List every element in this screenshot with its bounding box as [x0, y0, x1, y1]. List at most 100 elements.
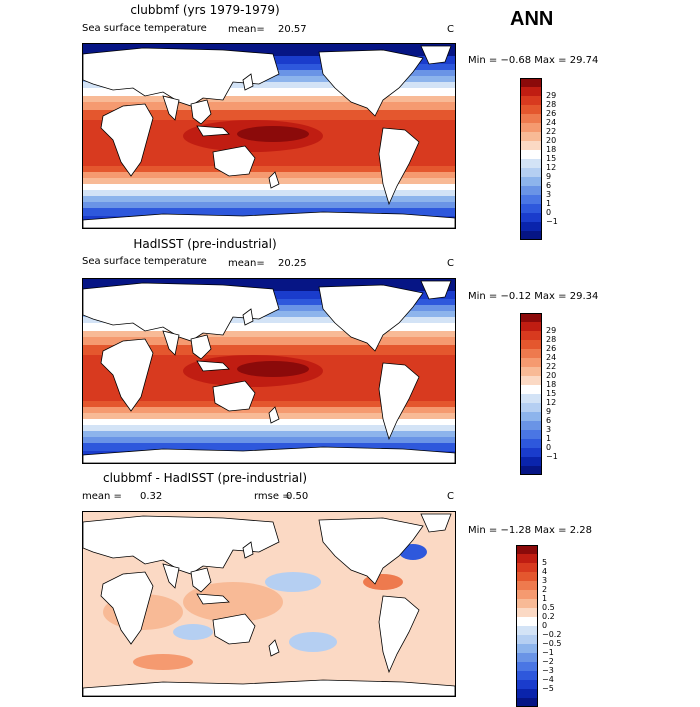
panel-1-colorbar: 29 28 26 24 22 20 18 15 12 9 6 3 1 0 −1: [520, 78, 558, 240]
continent-australia: [212, 145, 256, 177]
colorbar-swatch: [520, 331, 542, 340]
season-label: ANN: [510, 8, 554, 30]
colorbar-label: −0.5: [542, 639, 562, 648]
colorbar-label: 3: [546, 425, 552, 434]
panel-1-title: clubbmf (yrs 1979-1979): [130, 3, 280, 17]
continent-nz: [268, 171, 280, 189]
colorbar-label: −1: [542, 648, 554, 657]
continent-japan: [242, 541, 254, 559]
colorbar-swatch: [520, 132, 542, 141]
colorbar-swatch: [520, 376, 542, 385]
colorbar-swatch: [520, 159, 542, 168]
continent-greenland: [420, 45, 452, 65]
panel-1-mean-label: mean=: [228, 24, 265, 35]
panel-1-mean-value: 20.57: [278, 24, 307, 35]
colorbar-swatch: [520, 439, 542, 448]
panel-3-mean-value: 0.32: [140, 491, 163, 502]
sst-band: [83, 110, 455, 120]
panel-1-land: [83, 45, 455, 228]
colorbar-swatch: [520, 231, 542, 240]
panel-3-mean-label: mean =: [82, 491, 122, 502]
colorbar-label: 15: [546, 389, 557, 398]
sst-band: [83, 102, 455, 110]
colorbar-swatch: [520, 313, 542, 322]
colorbar-label: −1: [546, 452, 558, 461]
continent-antarctica: [83, 211, 455, 228]
colorbar-swatch: [520, 195, 542, 204]
colorbar-label: 3: [542, 576, 548, 585]
diff-anomaly: [265, 572, 321, 592]
colorbar-swatch: [516, 644, 538, 653]
colorbar-label: 12: [546, 163, 557, 172]
colorbar-swatch: [516, 653, 538, 662]
colorbar-swatch: [520, 412, 542, 421]
sst-band: [83, 437, 455, 443]
colorbar-swatch: [520, 421, 542, 430]
colorbar-label: 26: [546, 109, 557, 118]
colorbar-swatch: [516, 572, 538, 581]
colorbar-label: −3: [542, 666, 554, 675]
panel-2-title: HadISST (pre-industrial): [133, 237, 277, 251]
colorbar-label: −0.2: [542, 630, 562, 639]
colorbar-label: 1: [542, 594, 548, 603]
panel-1-minmax: Min = −0.68 Max = 29.74: [468, 55, 599, 66]
continent-antarctica: [83, 679, 455, 696]
colorbar-label: 20: [546, 371, 557, 380]
colorbar-label: 24: [546, 353, 557, 362]
sst-band: [83, 425, 455, 431]
colorbar-swatch: [516, 581, 538, 590]
sst-band: [83, 172, 455, 178]
colorbar-label: 4: [542, 567, 548, 576]
sst-band: [83, 413, 455, 419]
colorbar-swatch: [520, 448, 542, 457]
colorbar-swatch: [516, 545, 538, 554]
colorbar-label: −2: [542, 657, 554, 666]
colorbar-label: −1: [546, 217, 558, 226]
panel-1-map-svg: [83, 44, 455, 228]
sst-band: [83, 323, 455, 331]
panel-3-land: [83, 513, 455, 696]
sst-band: [83, 407, 455, 413]
panel-1-variable: Sea surface temperature: [82, 23, 207, 34]
continent-south-america: [378, 362, 420, 441]
diff-anomaly: [133, 654, 193, 670]
colorbar-swatch: [520, 367, 542, 376]
continent-greenland: [420, 513, 452, 533]
colorbar-swatch: [520, 114, 542, 123]
colorbar-label: 0.2: [542, 612, 555, 621]
colorbar-label: 2: [542, 585, 548, 594]
colorbar-label: 9: [546, 407, 552, 416]
colorbar-label: 3: [546, 190, 552, 199]
colorbar-swatch: [520, 222, 542, 231]
colorbar-label: 6: [546, 181, 552, 190]
panel-2-units: C: [447, 258, 454, 269]
continent-africa: [100, 338, 154, 412]
colorbar-label: 29: [546, 91, 557, 100]
diff-anomaly: [289, 632, 337, 652]
colorbar-label: 18: [546, 380, 557, 389]
continent-india: [162, 330, 180, 356]
colorbar-swatch: [520, 358, 542, 367]
panel-2-mean-label: mean=: [228, 258, 265, 269]
colorbar-swatch: [520, 349, 542, 358]
warm-pool-core: [237, 361, 309, 377]
colorbar-label: 1: [546, 199, 552, 208]
sst-band: [83, 208, 455, 216]
sst-band: [83, 389, 455, 401]
continent-north-america: [318, 517, 424, 585]
continent-india: [162, 563, 180, 589]
colorbar-swatch: [516, 680, 538, 689]
colorbar-swatch: [520, 322, 542, 331]
colorbar-label: 0: [546, 208, 552, 217]
sst-band: [83, 337, 455, 345]
continent-se-asia: [190, 99, 212, 125]
colorbar-swatch: [520, 168, 542, 177]
sst-band: [83, 190, 455, 196]
continent-south-america: [378, 127, 420, 206]
colorbar-label: 22: [546, 362, 557, 371]
panel-3-title: clubbmf - HadISST (pre-industrial): [103, 471, 307, 485]
colorbar-label: 0: [542, 621, 548, 630]
sst-band: [83, 443, 455, 451]
colorbar-swatch: [516, 590, 538, 599]
continent-eurasia: [83, 515, 280, 575]
